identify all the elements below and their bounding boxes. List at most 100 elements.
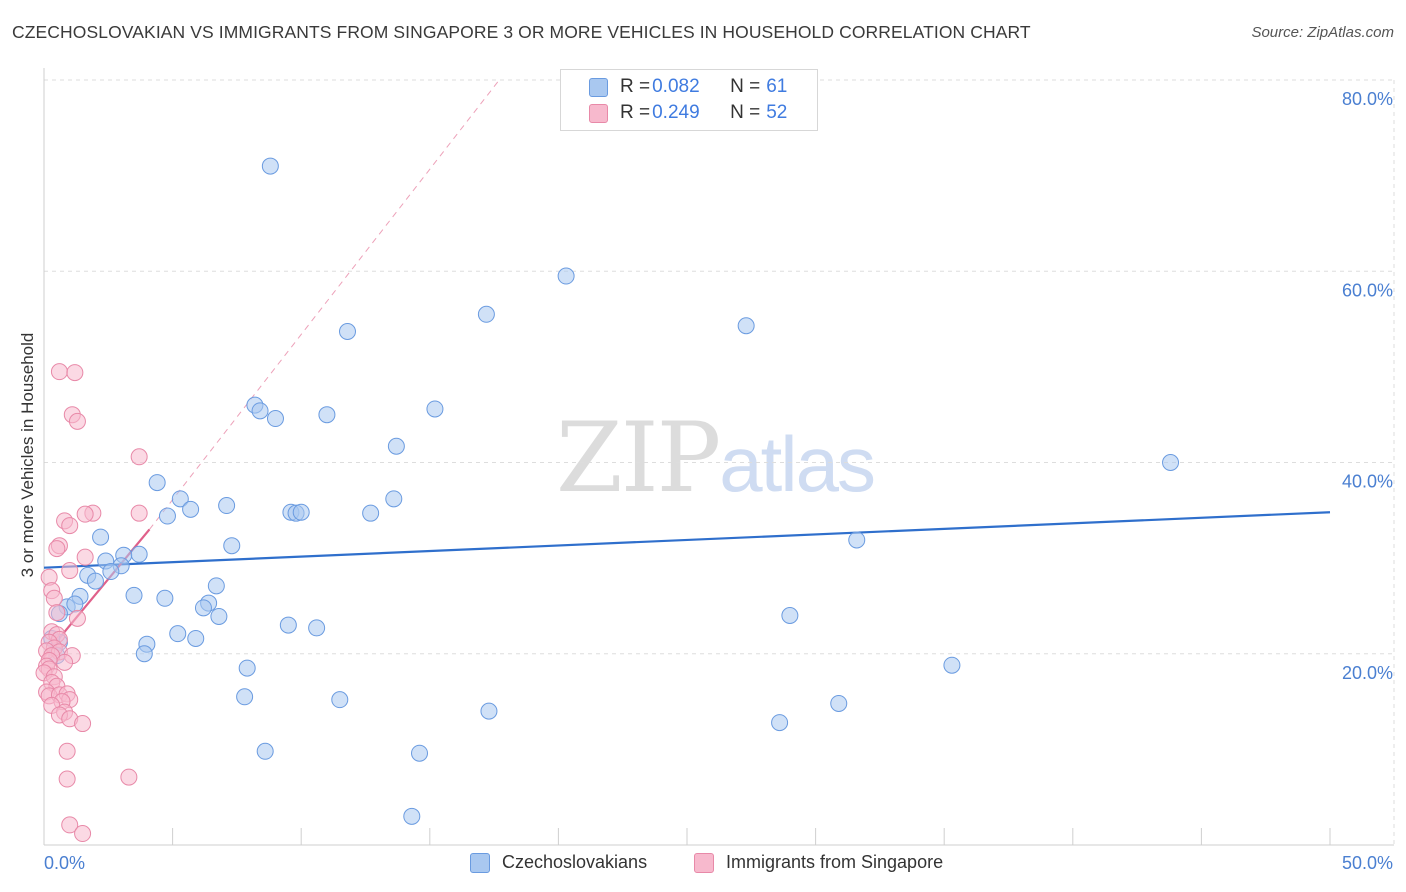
point-czechoslovakians	[279, 616, 297, 634]
chart-title: CZECHOSLOVAKIAN VS IMMIGRANTS FROM SINGA…	[12, 22, 1031, 42]
y-tick-label: 60.0%	[1342, 280, 1393, 300]
point-singapore	[120, 768, 138, 786]
legend-item-singapore[interactable]: Immigrants from Singapore	[694, 852, 943, 873]
legend-n-value: 52	[766, 102, 788, 123]
watermark-atlas: atlas	[719, 420, 876, 508]
point-czechoslovakians	[187, 629, 205, 647]
point-czechoslovakians	[480, 702, 498, 720]
point-czechoslovakians	[171, 490, 189, 508]
point-czechoslovakians	[781, 607, 799, 624]
x-tick-label: 0.0%	[44, 853, 85, 873]
point-czechoslovakians	[403, 807, 421, 825]
point-singapore	[48, 604, 66, 622]
point-czechoslovakians	[362, 504, 380, 522]
legend-r-value: 0.082	[652, 76, 700, 97]
point-singapore	[45, 589, 63, 607]
point-czechoslovakians	[1162, 454, 1180, 471]
point-czechoslovakians	[338, 322, 356, 340]
legend-swatch-pink	[589, 103, 608, 123]
trend-extension-singapore	[149, 79, 500, 530]
legend-item-czechoslovakians[interactable]: Czechoslovakians	[470, 852, 647, 873]
point-czechoslovakians	[66, 595, 84, 613]
point-czechoslovakians	[135, 645, 153, 663]
legend-row-czechoslovakians: R = 0.082 N = 61	[589, 75, 787, 99]
point-czechoslovakians	[943, 656, 961, 674]
watermark: ZIPatlas	[556, 402, 876, 514]
point-czechoslovakians	[207, 577, 225, 595]
point-singapore	[68, 412, 86, 430]
point-czechoslovakians	[251, 402, 269, 420]
legend-swatch-blue	[470, 852, 490, 873]
legend-n-label: N =	[730, 102, 761, 123]
point-czechoslovakians	[86, 572, 104, 590]
point-czechoslovakians	[125, 586, 143, 604]
point-czechoslovakians	[256, 742, 274, 760]
point-singapore	[68, 609, 86, 627]
point-czechoslovakians	[148, 474, 166, 492]
legend-label: Czechoslovakians	[502, 852, 648, 872]
point-czechoslovakians	[411, 744, 429, 762]
point-singapore	[66, 364, 84, 382]
legend-r-label: R =	[620, 76, 651, 97]
point-singapore	[130, 448, 148, 466]
point-czechoslovakians	[771, 714, 789, 732]
point-czechoslovakians	[130, 545, 148, 563]
point-singapore	[76, 505, 94, 523]
point-singapore	[130, 504, 148, 522]
point-czechoslovakians	[156, 589, 174, 607]
trend-layer	[43, 79, 1331, 658]
point-singapore	[74, 825, 92, 843]
legend-row-singapore: R = 0.249 N = 52	[589, 101, 787, 125]
point-czechoslovakians	[238, 659, 256, 677]
watermark-zip: ZIP	[556, 402, 721, 514]
point-czechoslovakians	[318, 406, 336, 424]
point-czechoslovakians	[169, 625, 187, 643]
point-singapore	[50, 363, 68, 381]
point-czechoslovakians	[92, 528, 110, 546]
point-czechoslovakians	[218, 497, 236, 515]
point-czechoslovakians	[830, 694, 848, 712]
point-singapore	[58, 742, 76, 760]
point-czechoslovakians	[426, 400, 444, 418]
point-czechoslovakians	[223, 537, 241, 555]
point-layer	[35, 157, 1180, 843]
point-czechoslovakians	[387, 437, 405, 455]
label-layer: 20.0% 40.0% 60.0% 80.0% 0.0% 50.0%	[44, 89, 1393, 873]
point-singapore	[61, 517, 79, 535]
series-legend: Czechoslovakians Immigrants from Singapo…	[0, 852, 1406, 878]
legend-r-label: R =	[620, 102, 651, 123]
legend-n-value: 61	[766, 76, 788, 97]
point-singapore	[61, 816, 79, 834]
y-tick-label: 20.0%	[1342, 663, 1393, 683]
point-singapore	[74, 715, 92, 733]
point-czechoslovakians	[331, 691, 349, 709]
x-tick-label: 50.0%	[1342, 853, 1393, 873]
axis-layer	[43, 68, 1394, 846]
y-tick-label: 40.0%	[1342, 472, 1393, 492]
legend-r-value: 0.249	[652, 102, 700, 123]
point-singapore	[61, 562, 79, 580]
point-czechoslovakians	[292, 503, 310, 521]
legend-swatch-blue	[589, 77, 608, 97]
chart-source: Source: ZipAtlas.com	[1251, 24, 1394, 41]
point-czechoslovakians	[737, 317, 755, 335]
point-singapore	[56, 653, 74, 671]
correlation-legend: R = 0.082 N = 61 R = 0.249 N = 52	[560, 69, 818, 131]
point-czechoslovakians	[266, 410, 284, 428]
point-czechoslovakians	[477, 305, 495, 323]
point-czechoslovakians	[261, 157, 279, 175]
y-tick-label: 80.0%	[1342, 89, 1393, 109]
point-czechoslovakians	[236, 688, 254, 706]
legend-label: Immigrants from Singapore	[726, 852, 944, 872]
point-czechoslovakians	[194, 599, 212, 617]
legend-n-label: N =	[730, 76, 761, 97]
point-czechoslovakians	[102, 563, 120, 581]
point-czechoslovakians	[210, 607, 228, 625]
grid-layer	[44, 79, 1395, 845]
point-czechoslovakians	[557, 267, 575, 285]
point-czechoslovakians	[308, 619, 326, 637]
point-czechoslovakians	[182, 500, 200, 518]
legend-swatch-pink	[694, 852, 714, 873]
point-czechoslovakians	[848, 531, 866, 549]
